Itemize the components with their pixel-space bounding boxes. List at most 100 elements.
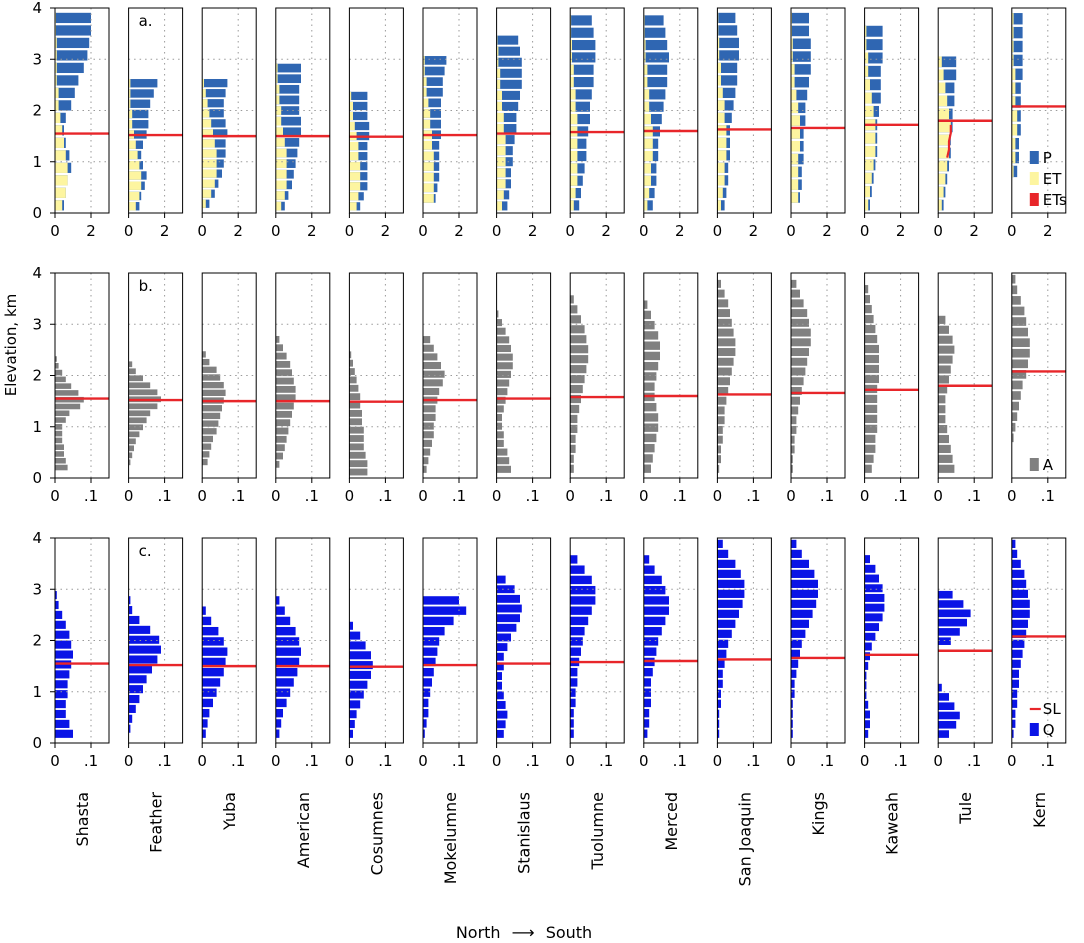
bar-a <box>349 359 353 367</box>
bar-et <box>496 201 502 211</box>
bar-q <box>791 719 793 728</box>
subplot-frame <box>275 272 331 479</box>
bar-a <box>128 382 151 389</box>
bar-p <box>864 65 881 77</box>
x-tick-label: 0 <box>860 222 870 240</box>
bar-q <box>1011 699 1018 708</box>
bar-q <box>55 650 73 659</box>
subplot: 0.1 <box>860 272 920 505</box>
bar-a <box>570 345 589 354</box>
bar-q <box>55 709 66 719</box>
bar-q <box>1011 679 1019 688</box>
bar-a <box>643 372 657 381</box>
bar-p <box>55 25 91 36</box>
bar-a <box>349 418 362 426</box>
bar-et <box>938 134 949 146</box>
bar-et <box>1011 124 1018 136</box>
x-tick-label: .1 <box>820 752 834 770</box>
bar-q <box>202 626 219 636</box>
subplot: 0.1 <box>565 272 625 505</box>
bar-q <box>938 600 964 608</box>
bar-et <box>275 106 282 115</box>
bar-q <box>791 599 817 608</box>
bar-a <box>55 390 79 396</box>
bar-a <box>864 444 876 453</box>
bar-p <box>1011 26 1023 39</box>
bar-a <box>1011 380 1023 390</box>
bar-p <box>128 120 149 129</box>
x-tick-label: .1 <box>157 752 171 770</box>
bar-a <box>717 455 721 464</box>
bar-q <box>423 637 440 646</box>
subplot-frame <box>1011 537 1067 744</box>
x-tick-label: 0 <box>345 222 355 240</box>
bar-q <box>202 729 206 738</box>
bar-p <box>349 121 370 131</box>
bar-p <box>55 37 90 49</box>
basin-label: Feather <box>147 792 166 853</box>
bar-p <box>717 25 738 36</box>
subplot-frame <box>1011 7 1067 214</box>
bar-q <box>570 565 585 574</box>
bar-et <box>791 76 795 88</box>
bar-q <box>864 700 869 709</box>
bar-p <box>864 52 883 64</box>
subplot-frame <box>864 7 920 214</box>
bar-a <box>938 444 951 454</box>
bar-q <box>1011 729 1014 738</box>
bar-q <box>717 609 739 618</box>
bar-et <box>717 87 723 99</box>
bar-et <box>643 40 646 51</box>
subplot-frame <box>275 537 331 744</box>
bar-a <box>1011 370 1027 379</box>
bar-q <box>1011 649 1023 658</box>
bar-q <box>643 616 666 626</box>
bar-a <box>202 358 210 366</box>
bar-a <box>496 431 504 439</box>
bar-p <box>496 68 522 78</box>
bar-p <box>275 95 300 105</box>
subplot-frame <box>275 7 331 214</box>
subplot-frame <box>864 272 920 479</box>
bar-a <box>717 279 721 288</box>
subplot: 0 .1 c. <box>124 537 184 770</box>
bar-a <box>202 451 210 458</box>
bar-a <box>496 310 499 318</box>
bar-et <box>791 192 799 203</box>
bar-et <box>496 101 502 111</box>
bar-p <box>938 56 957 68</box>
bar-a <box>349 426 364 434</box>
bar-et <box>128 140 136 149</box>
bar-a <box>275 377 294 385</box>
bar-q <box>55 690 68 699</box>
x-tick-label: 2 <box>1043 222 1053 240</box>
direction-arrow: ⟶ <box>512 923 535 942</box>
bar-a <box>128 368 136 375</box>
bar-q <box>717 689 721 698</box>
x-tick-label: 0 <box>713 222 723 240</box>
bar-a <box>864 424 878 433</box>
bar-q <box>496 662 504 671</box>
bar-a <box>864 404 878 413</box>
bar-et <box>496 112 504 123</box>
subplot-frame <box>569 537 625 744</box>
bar-et <box>275 127 283 137</box>
bar-p <box>349 111 368 121</box>
bar-q <box>864 603 885 612</box>
bar-a <box>717 367 732 376</box>
bar-a <box>55 430 63 437</box>
bar-q <box>1011 599 1030 608</box>
bar-et <box>643 150 653 162</box>
bar-q <box>791 619 809 628</box>
bar-et <box>1011 82 1016 94</box>
bar-q <box>864 729 869 738</box>
bar-et <box>570 175 578 186</box>
bar-q <box>349 631 361 640</box>
bar-a <box>791 406 799 415</box>
legend-label-sl: SL <box>1043 700 1062 718</box>
bar-p <box>570 27 594 38</box>
x-tick-label: 0 <box>639 752 649 770</box>
bar-et <box>202 129 213 138</box>
bar-a <box>423 362 441 370</box>
bar-q <box>717 589 745 598</box>
